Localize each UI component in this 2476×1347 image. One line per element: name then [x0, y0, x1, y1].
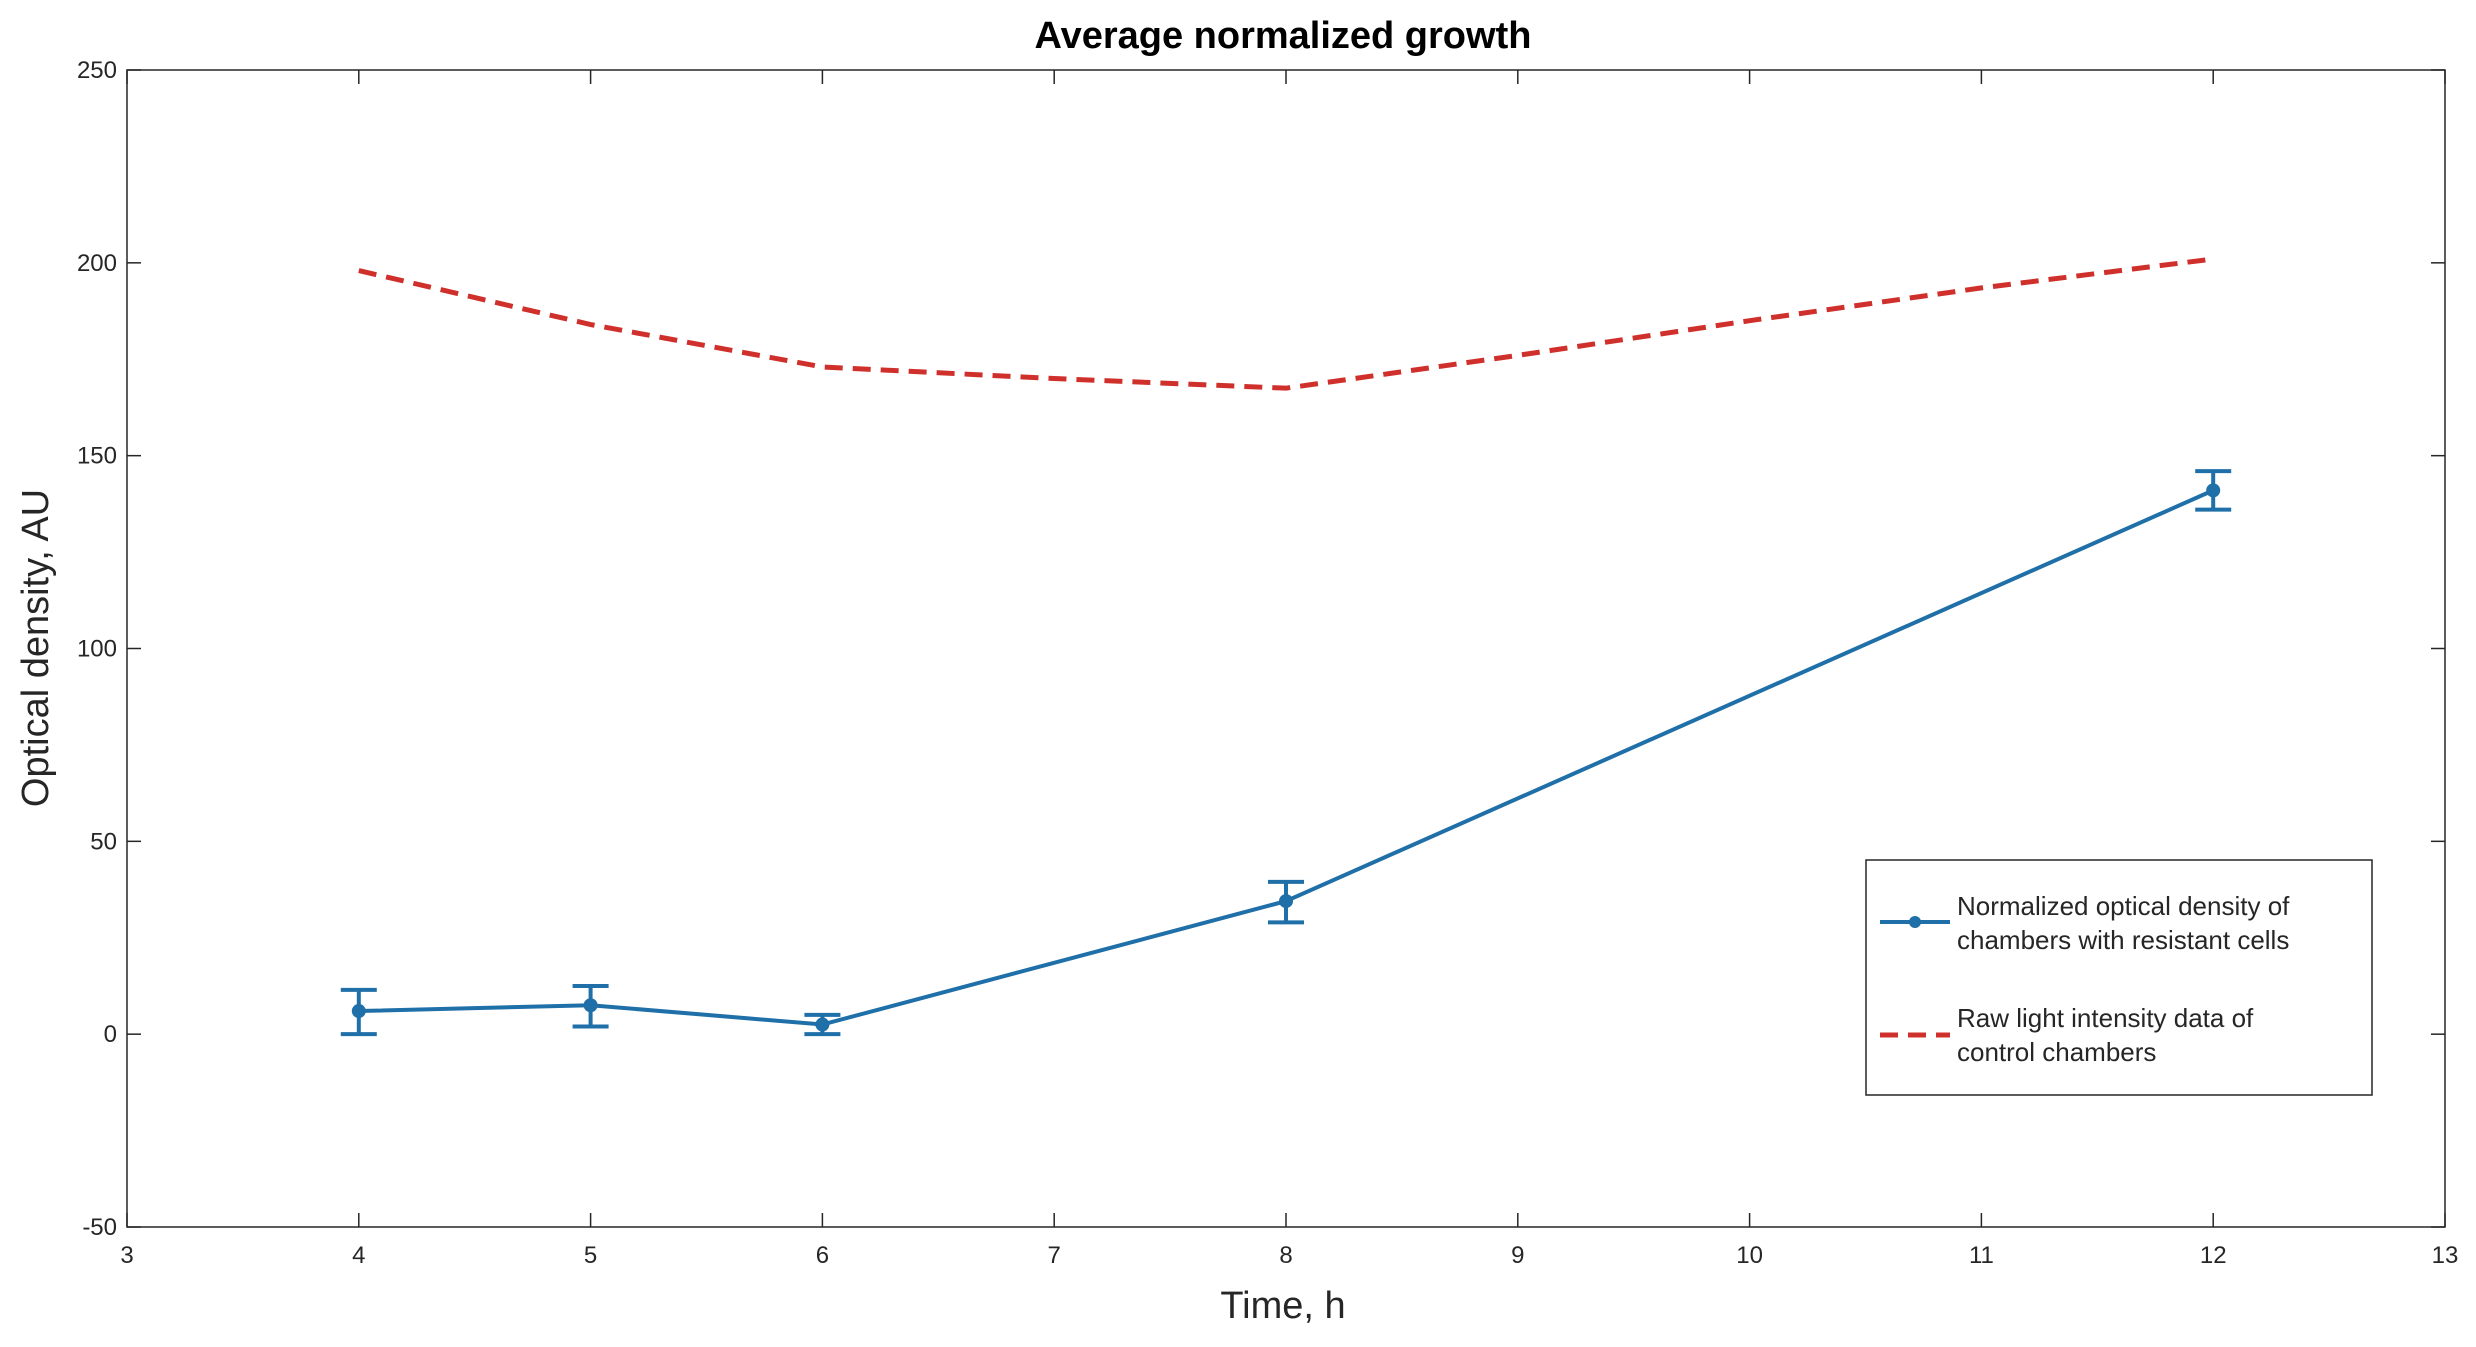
x-tick-label: 12: [2200, 1242, 2227, 1269]
x-axis-title: Time, h: [1220, 1285, 1345, 1327]
y-tick-label: 250: [77, 57, 117, 84]
legend-label-normalized-line1: Normalized optical density of: [1957, 891, 2290, 921]
legend-box: [1865, 859, 2373, 1096]
legend-label-raw-line1: Raw light intensity data of: [1957, 1003, 2254, 1033]
y-axis-title: Optical density, AU: [15, 489, 57, 807]
legend-label-raw-line2: control chambers: [1957, 1037, 2156, 1067]
y-tick-label: -50: [82, 1214, 117, 1241]
x-tick-label: 11: [1969, 1242, 1994, 1269]
x-tick-label: 7: [1048, 1242, 1061, 1269]
data-point: [583, 998, 598, 1013]
x-tick-label: 3: [120, 1242, 133, 1269]
x-tick-label: 5: [584, 1242, 597, 1269]
y-tick-label: 0: [104, 1021, 117, 1048]
x-tick-label: 13: [2432, 1242, 2459, 1269]
x-tick-label: 6: [816, 1242, 829, 1269]
legend-marker-normalized: [1909, 916, 1921, 928]
y-tick-label: 50: [90, 828, 117, 855]
x-axis: 3 4 5 6 7 8 9 10 11 12 13: [120, 70, 2458, 1269]
legend-label-normalized-line2: chambers with resistant cells: [1957, 925, 2289, 955]
y-axis: -50 0 50 100 150 200 250: [77, 57, 2445, 1241]
data-point: [351, 1004, 366, 1019]
data-point: [1279, 894, 1293, 909]
x-tick-label: 9: [1511, 1242, 1524, 1269]
x-tick-label: 4: [352, 1242, 365, 1269]
data-point: [2206, 483, 2221, 498]
y-tick-label: 150: [77, 443, 117, 470]
y-tick-label: 200: [77, 250, 117, 277]
y-tick-label: 100: [77, 636, 117, 663]
series-raw-light-intensity-line: [358, 256, 2214, 391]
legend: Normalized optical density of chambers w…: [1865, 859, 2373, 1096]
x-tick-label: 10: [1736, 1242, 1763, 1269]
data-point: [815, 1017, 830, 1032]
series-layer: [340, 256, 2232, 1037]
x-tick-label: 8: [1279, 1242, 1292, 1269]
chart-title: Average normalized growth: [1035, 15, 1532, 57]
